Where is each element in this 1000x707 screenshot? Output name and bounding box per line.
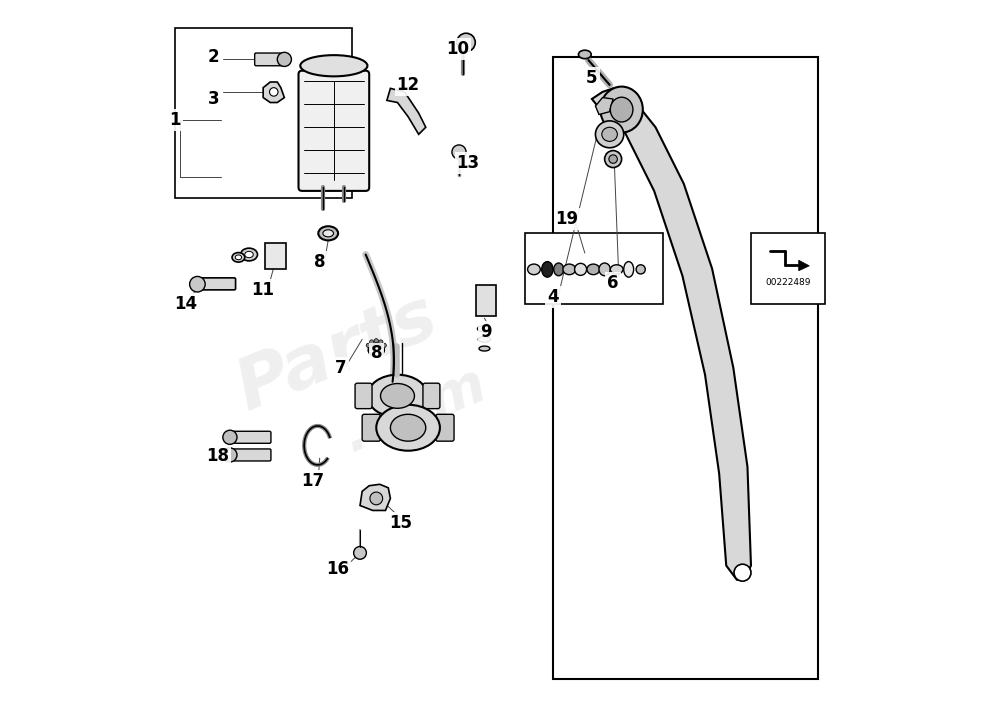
Circle shape bbox=[270, 88, 278, 96]
FancyBboxPatch shape bbox=[229, 431, 271, 443]
FancyBboxPatch shape bbox=[355, 383, 372, 409]
Text: 14: 14 bbox=[174, 295, 197, 313]
Ellipse shape bbox=[563, 264, 576, 275]
Circle shape bbox=[382, 344, 386, 347]
Text: 00222489: 00222489 bbox=[765, 279, 811, 287]
Ellipse shape bbox=[610, 98, 633, 122]
Ellipse shape bbox=[542, 262, 553, 277]
Ellipse shape bbox=[376, 404, 440, 451]
Ellipse shape bbox=[232, 252, 245, 262]
Ellipse shape bbox=[587, 264, 600, 275]
FancyBboxPatch shape bbox=[255, 53, 286, 66]
Text: 10: 10 bbox=[446, 40, 469, 59]
Circle shape bbox=[354, 547, 366, 559]
Ellipse shape bbox=[595, 121, 624, 148]
Text: 9: 9 bbox=[480, 323, 492, 341]
Circle shape bbox=[223, 448, 237, 462]
Text: 11: 11 bbox=[252, 281, 275, 299]
Bar bbox=[525, 233, 663, 304]
FancyBboxPatch shape bbox=[299, 71, 369, 191]
Text: 8: 8 bbox=[371, 344, 382, 363]
Text: 12: 12 bbox=[397, 76, 420, 94]
Ellipse shape bbox=[477, 325, 491, 332]
Ellipse shape bbox=[610, 264, 623, 274]
Text: 5: 5 bbox=[586, 69, 598, 87]
Circle shape bbox=[370, 340, 374, 344]
Circle shape bbox=[277, 52, 291, 66]
Ellipse shape bbox=[367, 375, 428, 417]
Ellipse shape bbox=[368, 344, 384, 356]
FancyBboxPatch shape bbox=[423, 383, 440, 409]
Ellipse shape bbox=[599, 263, 610, 276]
Circle shape bbox=[374, 339, 378, 343]
Text: 7: 7 bbox=[335, 358, 347, 377]
Text: 4: 4 bbox=[547, 288, 559, 306]
Circle shape bbox=[452, 145, 466, 159]
FancyBboxPatch shape bbox=[196, 278, 236, 290]
Text: 3: 3 bbox=[208, 90, 219, 108]
Text: 13: 13 bbox=[457, 153, 480, 172]
Polygon shape bbox=[592, 88, 751, 580]
Ellipse shape bbox=[318, 226, 338, 240]
Polygon shape bbox=[387, 88, 426, 134]
Ellipse shape bbox=[624, 262, 634, 277]
Text: 2: 2 bbox=[208, 47, 219, 66]
Polygon shape bbox=[263, 82, 284, 103]
Ellipse shape bbox=[390, 414, 426, 441]
Text: 18: 18 bbox=[206, 447, 229, 465]
Circle shape bbox=[370, 492, 383, 505]
Ellipse shape bbox=[602, 127, 617, 141]
Bar bbox=[175, 28, 352, 198]
Ellipse shape bbox=[578, 50, 591, 59]
Bar bbox=[751, 233, 825, 304]
Circle shape bbox=[609, 155, 617, 163]
Ellipse shape bbox=[528, 264, 540, 275]
Bar bbox=[553, 57, 818, 679]
Circle shape bbox=[379, 340, 383, 344]
Ellipse shape bbox=[636, 264, 645, 274]
FancyBboxPatch shape bbox=[265, 243, 286, 269]
Circle shape bbox=[605, 151, 622, 168]
FancyBboxPatch shape bbox=[476, 285, 496, 316]
Text: Parts: Parts bbox=[227, 282, 448, 425]
Ellipse shape bbox=[235, 255, 242, 259]
Circle shape bbox=[457, 33, 475, 52]
Ellipse shape bbox=[323, 230, 334, 237]
Text: 6: 6 bbox=[607, 274, 619, 292]
Text: 15: 15 bbox=[390, 514, 413, 532]
FancyBboxPatch shape bbox=[362, 414, 381, 441]
Polygon shape bbox=[799, 260, 809, 271]
Ellipse shape bbox=[381, 383, 414, 409]
FancyBboxPatch shape bbox=[436, 414, 454, 441]
Polygon shape bbox=[360, 484, 390, 510]
Ellipse shape bbox=[245, 251, 253, 258]
Circle shape bbox=[366, 344, 370, 347]
Text: 17: 17 bbox=[301, 472, 324, 490]
Text: 1: 1 bbox=[169, 111, 181, 129]
FancyBboxPatch shape bbox=[229, 449, 271, 461]
Circle shape bbox=[223, 430, 237, 445]
Ellipse shape bbox=[478, 337, 491, 342]
Ellipse shape bbox=[575, 264, 587, 275]
Text: .com: .com bbox=[336, 357, 495, 463]
Ellipse shape bbox=[554, 263, 564, 276]
Polygon shape bbox=[595, 98, 613, 115]
Circle shape bbox=[190, 276, 205, 292]
Text: 19: 19 bbox=[556, 210, 579, 228]
Text: 8: 8 bbox=[314, 252, 325, 271]
Text: 16: 16 bbox=[326, 560, 349, 578]
Ellipse shape bbox=[300, 55, 367, 76]
Circle shape bbox=[734, 564, 751, 581]
Ellipse shape bbox=[479, 346, 490, 351]
Ellipse shape bbox=[600, 87, 643, 133]
Ellipse shape bbox=[241, 248, 257, 261]
